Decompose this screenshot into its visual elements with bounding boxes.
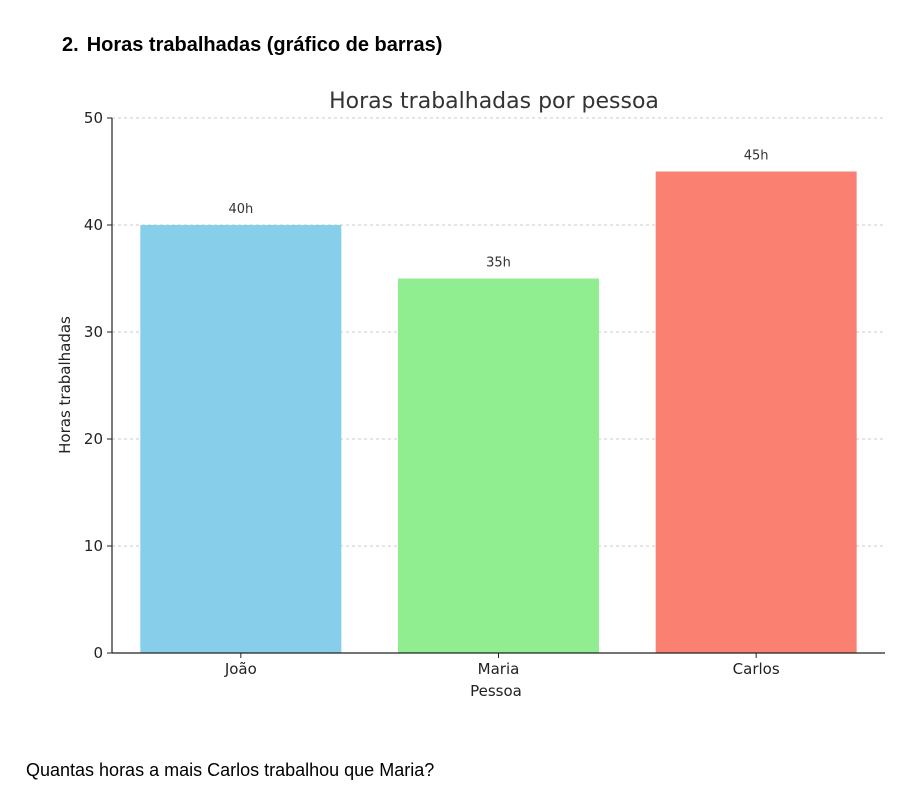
y-tick-label: 40 [84,216,103,234]
y-tick-label: 10 [84,537,103,555]
section-number: 2. [62,34,79,56]
bar-data-label: 35h [486,256,511,271]
y-axis-label: Horas trabalhadas [56,316,74,454]
x-tick-label: Maria [478,660,520,678]
y-tick-label: 0 [93,644,103,662]
bar-chart: 0 10 20 30 40 50 João Maria Carlos 40h 35h 45h Hor… [56,89,885,700]
chart-title: Horas trabalhadas por pessoa [329,89,659,114]
section-heading: 2. Horas trabalhadas (gráfico de barras) [62,34,442,57]
data-labels: 40h 35h 45h [228,149,768,271]
bars [140,171,857,653]
bar-data-label: 45h [744,149,769,164]
x-axis-label: Pessoa [470,682,522,700]
y-tick-label: 20 [84,430,103,448]
question-text: Quantas horas a mais Carlos trabalhou qu… [26,760,435,780]
y-tick-label: 30 [84,323,103,341]
bar-maria [398,278,599,653]
bar-carlos [655,171,857,653]
x-tick-label: João [224,660,257,678]
bar-joao [140,225,342,653]
ticks: 0 10 20 30 40 50 João Maria Carlos [84,109,780,678]
section-title: Horas trabalhadas (gráfico de barras) [86,34,443,56]
y-tick-label: 50 [84,109,103,127]
x-tick-label: Carlos [733,660,780,678]
bar-data-label: 40h [228,202,253,217]
